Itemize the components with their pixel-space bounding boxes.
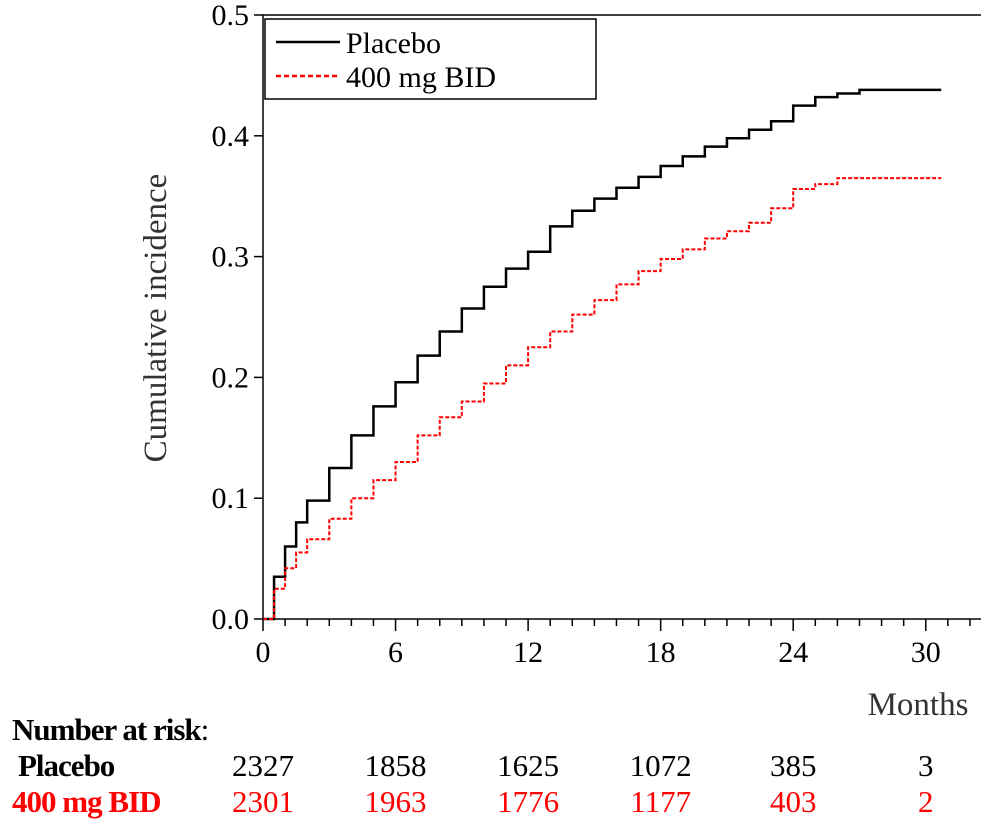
plot-area [262,14,981,620]
axes-layer: 0.0 0.1 0.2 0.3 0.4 0.5 0 6 12 18 24 30 [212,0,971,669]
y-axis-label: Cumulative incidence [138,174,174,463]
risk-value: 1858 [364,748,427,783]
y-tick-label: 0.3 [212,241,250,274]
y-tick-label: 0.2 [212,361,250,394]
x-tick-label: 6 [388,636,403,669]
x-tick-label: 24 [778,636,808,669]
risk-row: Placebo 2327 1858 1625 1072 385 3 [0,748,981,784]
y-tick-label: 0.1 [212,482,250,515]
risk-row: 400 mg BID 2301 1963 1776 1177 403 2 [0,784,981,820]
legend-label-0: Placebo [346,27,441,60]
risk-value: 1072 [629,748,692,783]
risk-value: 2 [918,784,934,819]
risk-value: 2327 [232,748,294,783]
risk-value: 1625 [497,748,560,783]
series-line-1 [263,177,942,620]
risk-row-label: 400 mg BID [12,784,161,819]
risk-value: 1776 [497,784,560,819]
x-tick-label: 18 [646,636,676,669]
number-at-risk-label: Number at risk [12,712,202,747]
x-axis-label: Months [868,687,969,723]
number-at-risk-title: Number at risk: [12,712,210,748]
x-tick-label: 12 [513,636,543,669]
x-tick-label: 30 [911,636,941,669]
risk-value: 1177 [630,784,692,819]
risk-value: 403 [769,784,817,819]
risk-value: 385 [769,748,817,783]
risk-value: 3 [918,748,934,783]
series-layer [263,88,942,621]
y-tick-label: 0.0 [212,603,250,636]
series-line-0 [263,88,942,621]
x-tick-label: 0 [256,636,271,669]
number-at-risk-colon: : [200,712,210,747]
risk-row-label: Placebo [18,748,115,783]
y-tick-label: 0.5 [212,0,250,32]
plot-frame [262,14,981,620]
risk-value: 2301 [232,784,294,819]
risk-value: 1963 [364,784,427,819]
legend-label-1: 400 mg BID [346,61,496,94]
legend-box [264,18,597,100]
y-tick-label: 0.4 [212,120,250,153]
